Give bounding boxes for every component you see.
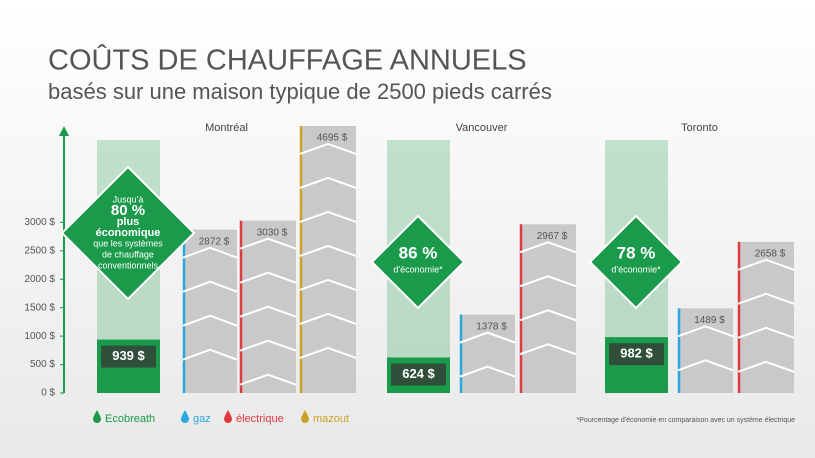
bar [738, 241, 794, 393]
y-tick-label: 1000 $ [24, 331, 55, 342]
legend-swatch [181, 410, 189, 423]
bar-chevron [299, 312, 357, 325]
legend-label: gaz [193, 413, 211, 425]
legend-label: électrique [236, 413, 284, 425]
bar-chevron [519, 275, 577, 288]
bar-chevron [459, 331, 516, 344]
annotation-text: que les systèmes [93, 238, 163, 248]
y-tick-label: 500 $ [30, 359, 55, 370]
bar-chevron [677, 325, 734, 338]
bar-chevron [299, 176, 357, 189]
bar-chevron [519, 343, 577, 356]
bar-chevron [182, 314, 238, 327]
annotation-text: conventionnels [98, 260, 159, 270]
bar-chevron [299, 278, 357, 291]
bar [460, 314, 515, 393]
annotation-text: 86 % [399, 243, 438, 262]
bar-value-label: 939 $ [112, 348, 145, 363]
bar-label-box [609, 343, 664, 366]
bar-chevron [239, 339, 297, 352]
bar-chevron [519, 241, 577, 254]
x-category-label: Vancouver [456, 122, 508, 134]
savings-diamond [370, 214, 466, 310]
bar-chevron [737, 360, 795, 373]
bar-value-label: 3030 $ [257, 227, 288, 238]
chart-title: COÛTS DE CHAUFFAGE ANNUELS [48, 43, 527, 77]
bar-chevron [299, 346, 357, 359]
bar-value-label: 982 $ [620, 346, 653, 361]
savings-diamond [588, 214, 684, 310]
annotation-text: plus [117, 216, 140, 228]
bar-chevron [182, 246, 238, 259]
x-category-label: Toronto [681, 122, 718, 134]
bar-chevron [519, 309, 577, 322]
bar-chevron [737, 258, 795, 271]
bar-value-label: 1378 $ [476, 321, 507, 332]
annotation-text: d'économie* [611, 264, 661, 274]
legend-swatch [224, 410, 232, 423]
bar-value-label: 2872 $ [199, 236, 230, 247]
bar-value-label: 624 $ [402, 366, 435, 381]
annotation-text: de chauffage [102, 249, 154, 259]
bar-label-box [101, 345, 156, 368]
annotation-text: 78 % [617, 243, 656, 262]
bar-chevron [239, 237, 297, 250]
bar-chevron [239, 305, 297, 318]
bar-chevron [737, 326, 795, 339]
annotation-text: d'économie* [393, 264, 443, 274]
bar-chevron [459, 365, 516, 378]
y-tick-label: 2500 $ [24, 245, 55, 256]
y-tick-label: 0 $ [41, 388, 55, 399]
savings-diamond [60, 165, 196, 301]
legend-label: Ecobreath [105, 413, 155, 425]
y-tick-label: 2000 $ [24, 274, 55, 285]
bar-chevron [737, 292, 795, 305]
bar-chevron [239, 271, 297, 284]
x-category-label: Montréal [205, 122, 248, 134]
bar [678, 308, 733, 393]
annotation-text: 80 % [111, 202, 145, 219]
bar-chevron [239, 373, 297, 386]
chart-subtitle: basés sur une maison typique de 2500 pie… [48, 79, 552, 104]
bar-chevron [182, 348, 238, 361]
bar-chevron [182, 280, 238, 293]
bar-value-label: 4695 $ [317, 133, 348, 144]
annotation-text: économique [96, 227, 161, 239]
bar [300, 125, 356, 394]
bar-value-label: 2967 $ [537, 231, 568, 242]
bar [520, 224, 576, 393]
y-axis-arrow [59, 126, 69, 136]
legend-label: mazout [313, 413, 349, 425]
bar [183, 229, 237, 393]
bar-chevron [299, 142, 357, 155]
bar-label-box [391, 363, 446, 386]
bar-chevron [299, 244, 357, 257]
bar-chevron [299, 210, 357, 223]
bar-chevron [677, 359, 734, 372]
footnote: *Pourcentage d'économie en comparaison a… [577, 417, 796, 424]
y-tick-label: 1500 $ [24, 302, 55, 313]
bar-value-label: 1489 $ [694, 315, 725, 326]
annotation-text: Jusqu'à [113, 194, 144, 204]
legend-swatch [301, 410, 309, 423]
bar-value-label: 2658 $ [755, 248, 786, 259]
y-tick-label: 3000 $ [24, 217, 55, 228]
legend-swatch [93, 410, 101, 423]
